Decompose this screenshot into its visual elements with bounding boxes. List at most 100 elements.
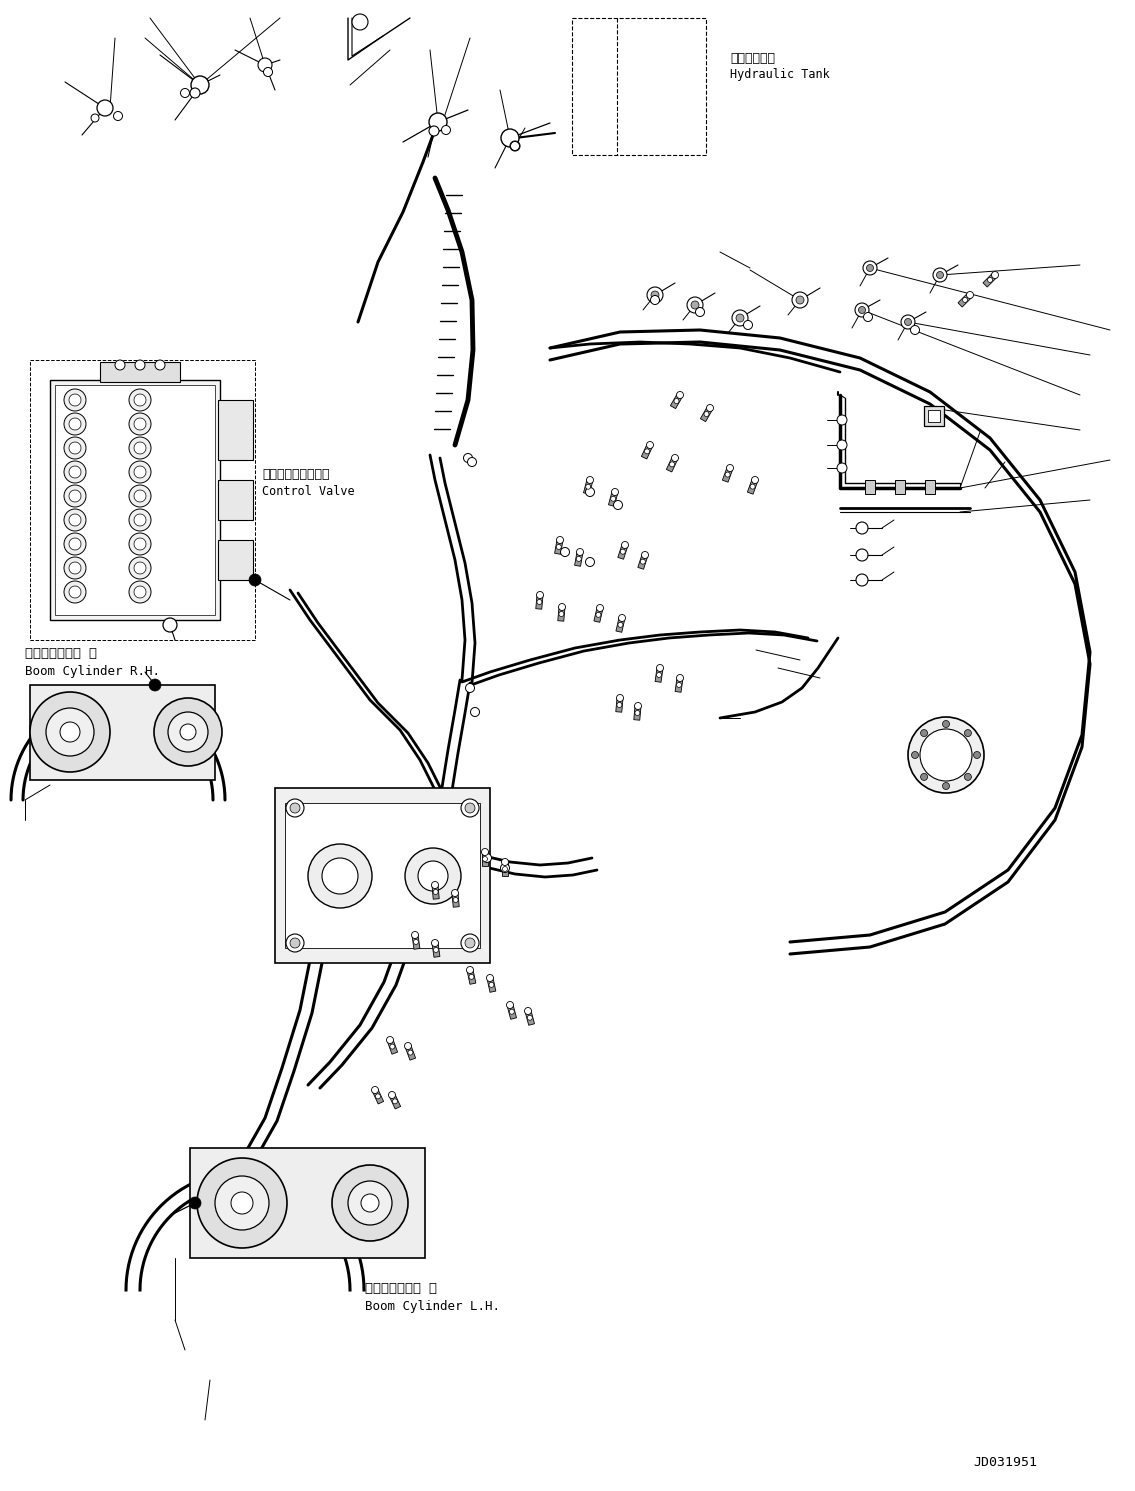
Circle shape xyxy=(537,592,544,598)
Circle shape xyxy=(511,142,520,151)
Bar xyxy=(924,406,944,426)
Polygon shape xyxy=(557,607,565,622)
Circle shape xyxy=(393,1099,397,1103)
Circle shape xyxy=(429,127,439,136)
Circle shape xyxy=(64,389,86,412)
Circle shape xyxy=(647,441,654,449)
Circle shape xyxy=(920,729,927,737)
Circle shape xyxy=(429,113,447,131)
Circle shape xyxy=(69,514,81,526)
Circle shape xyxy=(96,100,114,116)
Circle shape xyxy=(586,485,590,489)
Circle shape xyxy=(796,297,804,304)
Polygon shape xyxy=(747,479,758,494)
Circle shape xyxy=(134,514,146,526)
Circle shape xyxy=(634,702,641,710)
Circle shape xyxy=(348,1181,392,1226)
Polygon shape xyxy=(502,862,508,877)
Circle shape xyxy=(750,485,755,489)
Circle shape xyxy=(936,271,943,279)
Polygon shape xyxy=(389,1094,401,1109)
Text: ブームシリンダ 左: ブームシリンダ 左 xyxy=(365,1282,437,1296)
Circle shape xyxy=(115,359,125,370)
Circle shape xyxy=(361,1194,379,1212)
Circle shape xyxy=(597,604,604,611)
Polygon shape xyxy=(641,444,653,459)
Circle shape xyxy=(556,544,562,549)
Circle shape xyxy=(596,613,600,617)
Circle shape xyxy=(64,508,86,531)
Bar xyxy=(218,480,253,520)
Circle shape xyxy=(134,491,146,502)
Bar xyxy=(100,362,180,382)
Polygon shape xyxy=(583,479,592,495)
Circle shape xyxy=(621,549,625,555)
Circle shape xyxy=(465,804,476,813)
Circle shape xyxy=(69,562,81,574)
Circle shape xyxy=(69,394,81,406)
Circle shape xyxy=(656,665,664,671)
Circle shape xyxy=(69,491,81,502)
Circle shape xyxy=(64,461,86,483)
Circle shape xyxy=(792,292,808,309)
Circle shape xyxy=(528,1015,532,1020)
Bar xyxy=(54,385,215,614)
Circle shape xyxy=(465,683,474,692)
Circle shape xyxy=(134,562,146,574)
Circle shape xyxy=(732,310,748,327)
Circle shape xyxy=(390,1044,395,1050)
Circle shape xyxy=(501,863,510,872)
Circle shape xyxy=(858,307,866,313)
Polygon shape xyxy=(608,491,617,507)
Circle shape xyxy=(647,286,663,303)
Bar xyxy=(896,480,905,494)
Circle shape xyxy=(577,556,581,562)
Circle shape xyxy=(469,974,474,980)
Circle shape xyxy=(129,461,151,483)
Circle shape xyxy=(489,983,494,987)
Polygon shape xyxy=(468,969,476,984)
Circle shape xyxy=(452,890,459,896)
Circle shape xyxy=(308,844,372,908)
Polygon shape xyxy=(526,1011,535,1026)
Circle shape xyxy=(911,751,918,759)
Circle shape xyxy=(180,725,196,740)
Circle shape xyxy=(510,142,520,151)
Circle shape xyxy=(114,112,123,121)
Circle shape xyxy=(91,113,99,122)
Bar xyxy=(190,1148,424,1258)
Circle shape xyxy=(64,485,86,507)
Circle shape xyxy=(463,453,472,462)
Polygon shape xyxy=(536,595,543,610)
Polygon shape xyxy=(958,292,972,307)
Circle shape xyxy=(735,315,745,322)
Circle shape xyxy=(434,890,438,895)
Circle shape xyxy=(291,804,300,813)
Circle shape xyxy=(191,76,209,94)
Circle shape xyxy=(215,1176,269,1230)
Text: JD031951: JD031951 xyxy=(973,1455,1037,1469)
Bar xyxy=(285,804,480,948)
Circle shape xyxy=(434,947,438,953)
Circle shape xyxy=(453,898,459,902)
Circle shape xyxy=(586,488,595,497)
Circle shape xyxy=(232,1191,253,1214)
Polygon shape xyxy=(482,851,488,866)
Circle shape xyxy=(696,307,705,316)
Circle shape xyxy=(933,268,947,282)
Circle shape xyxy=(197,1159,287,1248)
Circle shape xyxy=(672,455,679,462)
Circle shape xyxy=(69,467,81,479)
Circle shape xyxy=(726,465,733,471)
Circle shape xyxy=(471,708,479,717)
Circle shape xyxy=(706,404,714,412)
Text: Boom Cylinder L.H.: Boom Cylinder L.H. xyxy=(365,1300,501,1314)
Polygon shape xyxy=(555,540,563,555)
Polygon shape xyxy=(616,617,625,632)
Circle shape xyxy=(407,1050,413,1056)
Circle shape xyxy=(322,857,358,895)
Circle shape xyxy=(405,848,461,904)
Polygon shape xyxy=(655,668,663,683)
Circle shape xyxy=(856,574,868,586)
Circle shape xyxy=(60,722,79,743)
